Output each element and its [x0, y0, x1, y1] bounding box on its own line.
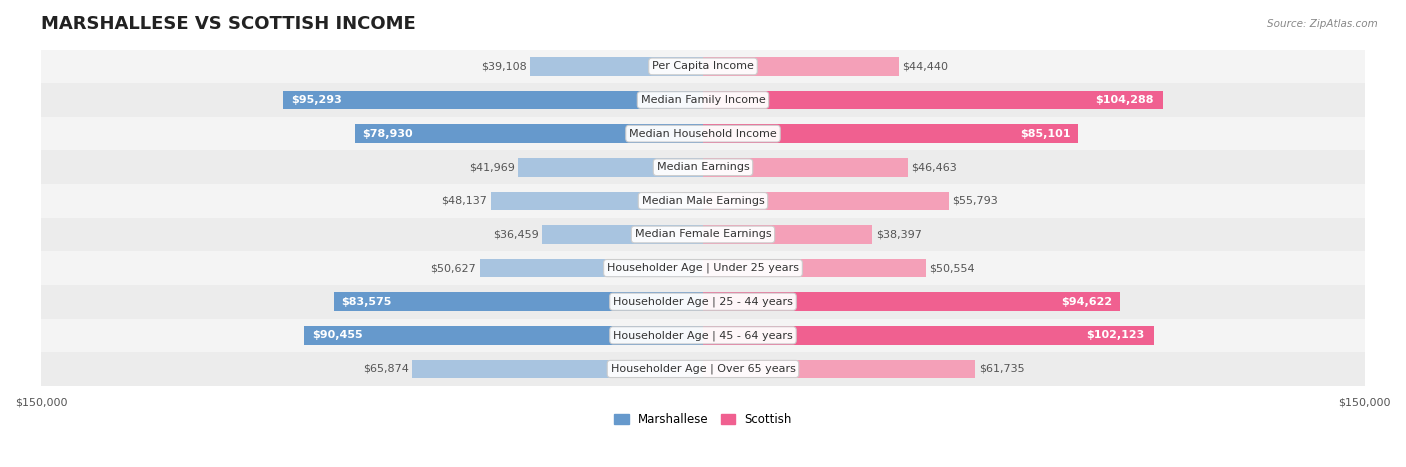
Text: $44,440: $44,440 [903, 62, 949, 71]
Text: Median Earnings: Median Earnings [657, 162, 749, 172]
Text: Source: ZipAtlas.com: Source: ZipAtlas.com [1267, 19, 1378, 28]
Text: Per Capita Income: Per Capita Income [652, 62, 754, 71]
Bar [703, 158, 908, 177]
Legend: Marshallese, Scottish: Marshallese, Scottish [609, 407, 797, 432]
Text: $102,123: $102,123 [1087, 330, 1144, 340]
Bar [354, 124, 703, 143]
Text: $83,575: $83,575 [342, 297, 392, 307]
Text: Householder Age | Over 65 years: Householder Age | Over 65 years [610, 364, 796, 374]
Text: Median Household Income: Median Household Income [628, 128, 778, 139]
Text: Householder Age | 25 - 44 years: Householder Age | 25 - 44 years [613, 297, 793, 307]
Bar [703, 124, 1078, 143]
Bar [41, 251, 1365, 285]
Text: $94,622: $94,622 [1062, 297, 1112, 307]
Bar [283, 91, 703, 109]
Text: $55,793: $55,793 [952, 196, 998, 206]
Text: MARSHALLESE VS SCOTTISH INCOME: MARSHALLESE VS SCOTTISH INCOME [41, 15, 416, 33]
Bar [41, 117, 1365, 150]
Text: $41,969: $41,969 [468, 162, 515, 172]
Bar [41, 352, 1365, 386]
Text: $65,874: $65,874 [363, 364, 409, 374]
Bar [530, 57, 703, 76]
Bar [335, 292, 703, 311]
Text: $50,627: $50,627 [430, 263, 477, 273]
Bar [41, 150, 1365, 184]
Bar [703, 292, 1121, 311]
Text: $61,735: $61,735 [979, 364, 1025, 374]
Text: Median Family Income: Median Family Income [641, 95, 765, 105]
Bar [517, 158, 703, 177]
Bar [543, 225, 703, 244]
Bar [491, 191, 703, 210]
Bar [412, 360, 703, 378]
Bar [703, 191, 949, 210]
Text: $78,930: $78,930 [361, 128, 412, 139]
Bar [703, 326, 1153, 345]
Text: $85,101: $85,101 [1021, 128, 1071, 139]
Bar [703, 360, 976, 378]
Bar [41, 83, 1365, 117]
Bar [304, 326, 703, 345]
Text: $36,459: $36,459 [494, 229, 538, 240]
Text: $38,397: $38,397 [876, 229, 921, 240]
Bar [41, 184, 1365, 218]
Text: Householder Age | 45 - 64 years: Householder Age | 45 - 64 years [613, 330, 793, 340]
Text: $90,455: $90,455 [312, 330, 363, 340]
Text: Median Female Earnings: Median Female Earnings [634, 229, 772, 240]
Bar [41, 50, 1365, 83]
Bar [41, 318, 1365, 352]
Text: Householder Age | Under 25 years: Householder Age | Under 25 years [607, 263, 799, 273]
Text: Median Male Earnings: Median Male Earnings [641, 196, 765, 206]
Bar [703, 57, 898, 76]
Text: $39,108: $39,108 [481, 62, 527, 71]
Bar [703, 225, 872, 244]
Text: $50,554: $50,554 [929, 263, 974, 273]
Bar [41, 285, 1365, 318]
Text: $104,288: $104,288 [1095, 95, 1154, 105]
Text: $46,463: $46,463 [911, 162, 957, 172]
Bar [703, 259, 927, 277]
Text: $48,137: $48,137 [441, 196, 488, 206]
Bar [703, 91, 1163, 109]
Bar [479, 259, 703, 277]
Text: $95,293: $95,293 [291, 95, 342, 105]
Bar [41, 218, 1365, 251]
